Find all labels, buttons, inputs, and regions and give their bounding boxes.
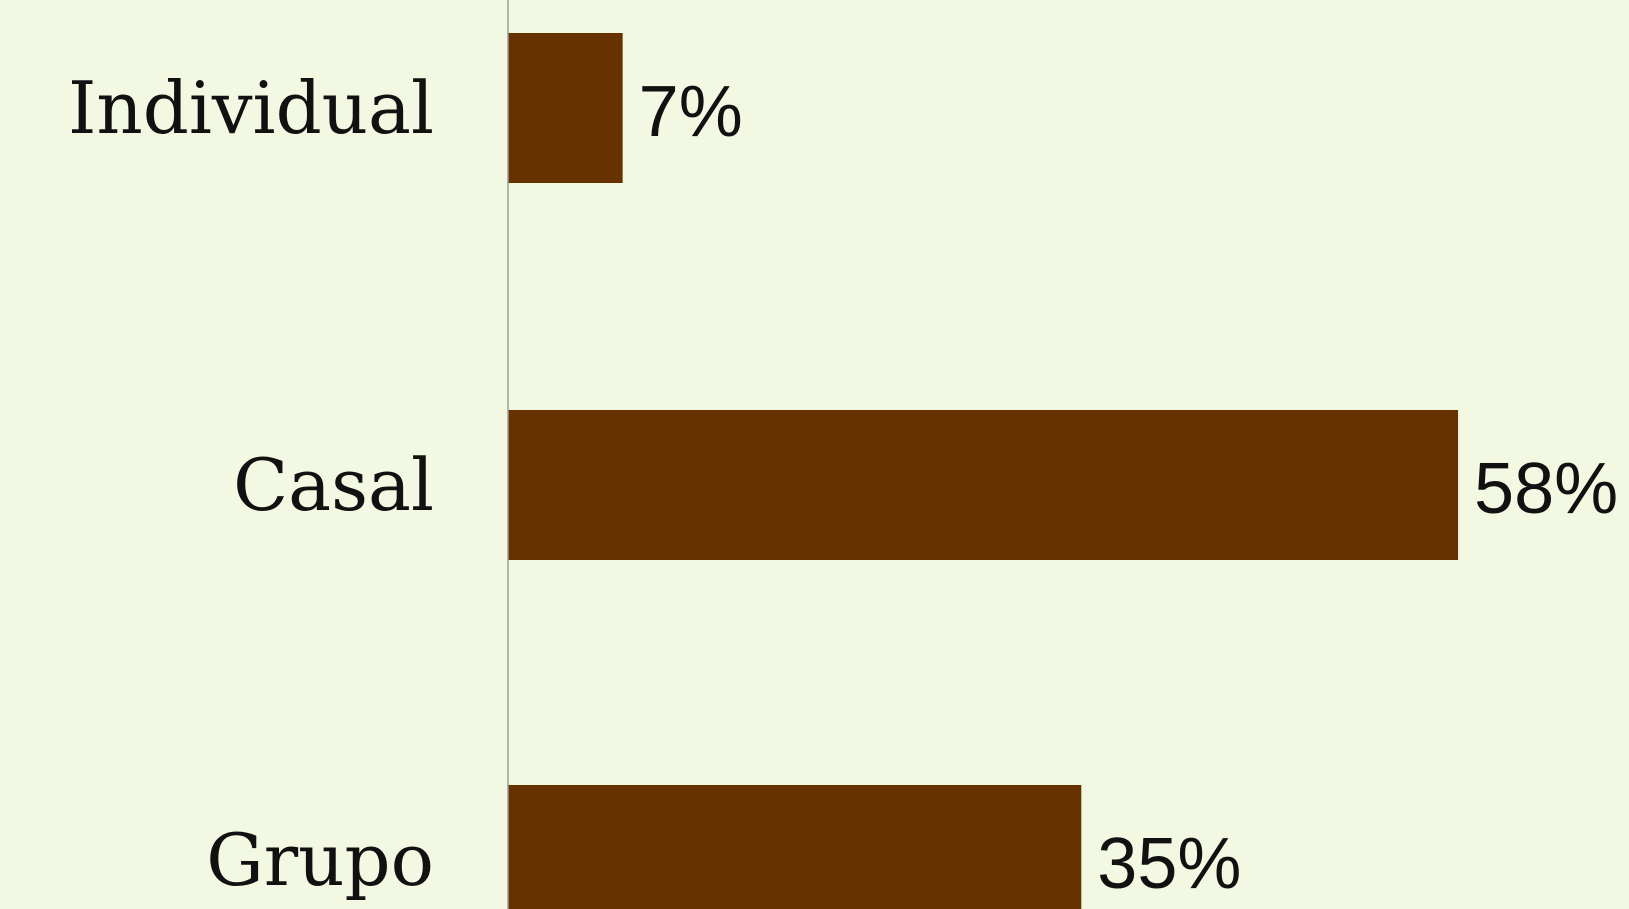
bars-layer <box>508 33 1459 909</box>
category-label-individual: Individual <box>68 66 434 150</box>
category-label-casal: Casal <box>233 443 434 527</box>
category-label-grupo: Grupo <box>206 818 434 902</box>
labels-layer: Individual 7% Casal 58% Grupo 35% <box>68 66 1618 904</box>
bar-individual <box>508 33 623 183</box>
bar-casal <box>508 410 1459 560</box>
value-label-casal: 58% <box>1474 449 1618 529</box>
value-label-individual: 7% <box>639 72 743 152</box>
value-label-grupo: 35% <box>1097 824 1241 904</box>
bar-grupo <box>508 785 1082 909</box>
